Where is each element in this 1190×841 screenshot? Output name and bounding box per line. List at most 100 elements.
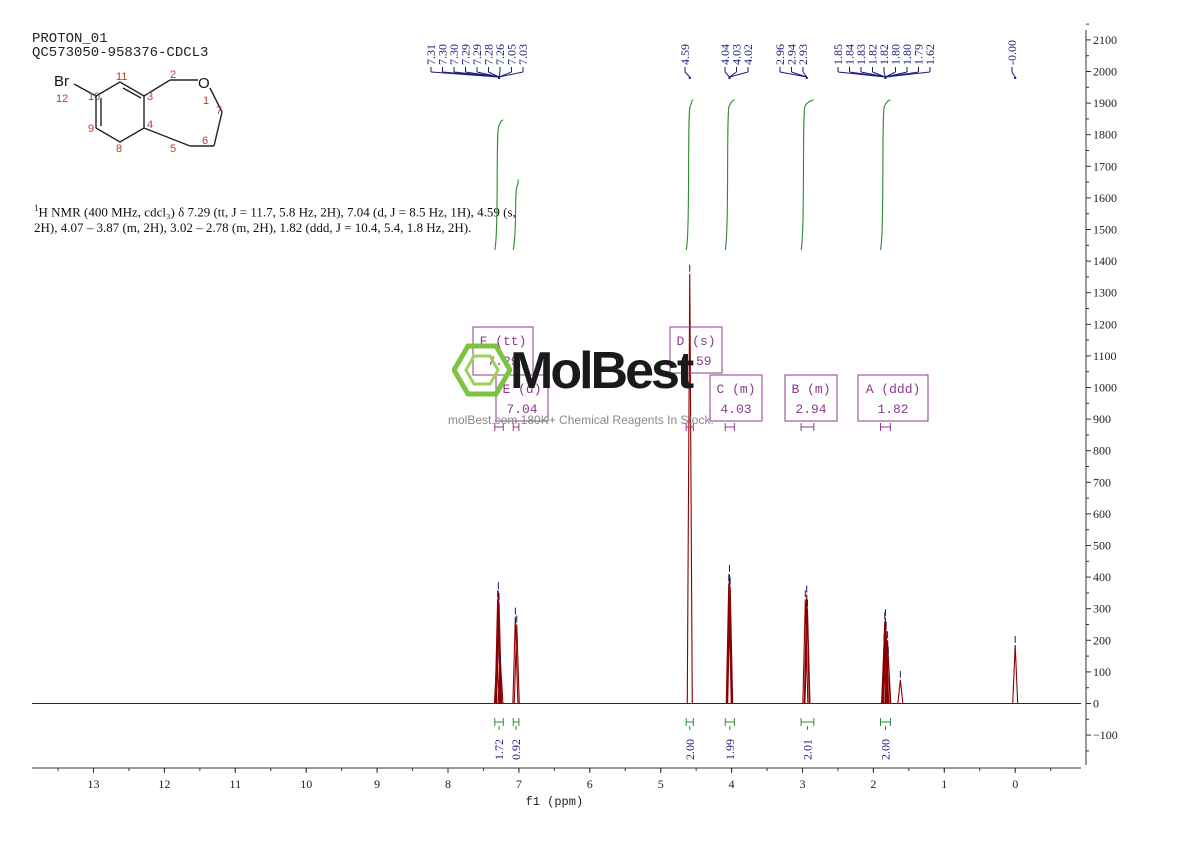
x-tick-label: 1 — [941, 777, 947, 791]
spectrum-peak — [497, 662, 504, 704]
y-tick-label: 900 — [1093, 412, 1111, 426]
x-tick-label: 12 — [158, 777, 170, 791]
y-tick-label: 300 — [1093, 602, 1111, 616]
description-line-1: H NMR (400 MHz, cdcl₃) δ 7.29 (tt, J = 1… — [38, 204, 516, 220]
peak-label-connector — [872, 71, 886, 78]
y-tick-label: 2000 — [1093, 65, 1117, 79]
peak-label-connector — [802, 71, 808, 78]
y-tick-label: 1200 — [1093, 317, 1117, 331]
multiplet-label: D (s) — [676, 334, 715, 349]
integral-curve — [512, 179, 519, 251]
integral-curve — [724, 99, 735, 251]
integral-value: 2.01 — [800, 739, 814, 760]
peak-shift-label: 7.30 — [436, 44, 450, 65]
spectrum-peak — [897, 679, 904, 704]
integral-curve — [685, 99, 694, 251]
peak-label-connector — [779, 71, 807, 78]
spectrum-peak — [883, 630, 890, 704]
peak-shift-label: 7.05 — [505, 44, 519, 65]
y-tick-label: 800 — [1093, 444, 1111, 458]
x-tick-label: 8 — [445, 777, 451, 791]
y-tick-label: 1700 — [1093, 159, 1117, 173]
multiplet-label: E (d) — [502, 382, 541, 397]
y-tick-label: 100 — [1093, 665, 1111, 679]
peak-shift-label: 1.85 — [831, 44, 845, 65]
x-tick-label: 9 — [374, 777, 380, 791]
peak-shift-label: 1.79 — [912, 44, 926, 65]
peak-label-connector — [791, 71, 807, 78]
multiplet-label: B (m) — [791, 382, 830, 397]
atom-num-7: 7 — [216, 105, 222, 117]
x-tick-label: 4 — [729, 777, 735, 791]
spectrum-peak — [686, 273, 693, 704]
y-tick-label: 400 — [1093, 570, 1111, 584]
peak-shift-label: 7.28 — [482, 44, 496, 65]
spectrum-peak — [512, 616, 519, 704]
peak-shift-label: 7.29 — [470, 44, 484, 65]
x-tick-label: 10 — [300, 777, 312, 791]
y-tick-label: 1100 — [1093, 349, 1117, 363]
nmr-description: 1H NMR (400 MHz, cdcl₃) δ 7.29 (tt, J = … — [34, 200, 594, 236]
peak-shift-label: 2.93 — [796, 44, 810, 65]
peak-shift-label: 1.84 — [843, 44, 857, 65]
atom-num-6: 6 — [202, 135, 208, 147]
peak-label-connector — [684, 71, 691, 78]
peak-shift-label: 1.82 — [877, 44, 891, 65]
peak-label-connector — [498, 71, 501, 78]
integral-value: 0.92 — [509, 739, 523, 760]
y-tick-label: −100 — [1093, 728, 1118, 742]
y-tick-label: 1400 — [1093, 254, 1117, 268]
atom-o: O — [198, 75, 210, 92]
atom-num-2: 2 — [170, 69, 176, 81]
atom-br: Br — [54, 73, 69, 90]
y-tick-label: 1900 — [1093, 96, 1117, 110]
atom-num-12: 12 — [56, 93, 68, 105]
spectrum-peak — [726, 573, 733, 704]
peak-label-connector — [488, 71, 500, 78]
peak-shift-label: 2.96 — [773, 44, 787, 65]
peak-label-connector — [1011, 71, 1016, 78]
spectrum-peak — [885, 656, 892, 704]
y-tick-label: 1000 — [1093, 381, 1117, 395]
peak-label-connector — [729, 71, 749, 78]
atom-num-5: 5 — [170, 143, 176, 155]
integral-curve — [879, 99, 891, 251]
integral-value: 2.00 — [878, 739, 892, 760]
atom-num-4: 4 — [147, 119, 153, 131]
peak-label-connector — [860, 71, 886, 78]
y-tick-label: 600 — [1093, 507, 1111, 521]
peak-shift-label: 7.30 — [447, 44, 461, 65]
peak-label-connector — [724, 71, 730, 78]
multiplet-box — [495, 374, 549, 422]
peak-label-connector — [498, 71, 524, 78]
multiplet-shift: 7.04 — [506, 402, 537, 417]
integral-value: 1.99 — [723, 739, 737, 760]
description-line-2: 2H), 4.07 – 3.87 (m, 2H), 3.02 – 2.78 (m… — [34, 220, 472, 236]
x-tick-label: 2 — [870, 777, 876, 791]
peak-label-connector — [476, 71, 500, 78]
molecule-structure: Br O 1 2 3 4 5 6 7 8 9 10 11 12 — [54, 69, 223, 155]
x-tick-label: 7 — [516, 777, 522, 791]
multiplet-shift: 4.59 — [680, 354, 711, 369]
experiment-title: PROTON_01 — [32, 31, 108, 47]
spectrum-peak — [513, 624, 520, 704]
y-tick-label: 1600 — [1093, 191, 1117, 205]
multiplet-shift: 4.03 — [720, 402, 751, 417]
multiplet-label: A (ddd) — [866, 382, 921, 397]
x-tick-label: 5 — [658, 777, 664, 791]
multiplet-label: C (m) — [716, 382, 755, 397]
integral-curve — [800, 99, 814, 251]
peak-label-connector — [885, 71, 931, 78]
peak-shift-label: -0.00 — [1005, 40, 1019, 65]
atom-num-9: 9 — [88, 123, 94, 135]
peak-shift-label: 4.02 — [741, 44, 755, 65]
spectrum-peak — [802, 599, 809, 704]
peak-shift-label: 1.82 — [866, 44, 880, 65]
x-tick-label: 11 — [230, 777, 242, 791]
multiplet-box — [784, 374, 838, 422]
peak-shift-label: 1.80 — [889, 44, 903, 65]
spectrum-peak — [1012, 645, 1019, 704]
peak-label-connector — [883, 71, 886, 78]
peak-shift-label: 1.80 — [900, 44, 914, 65]
